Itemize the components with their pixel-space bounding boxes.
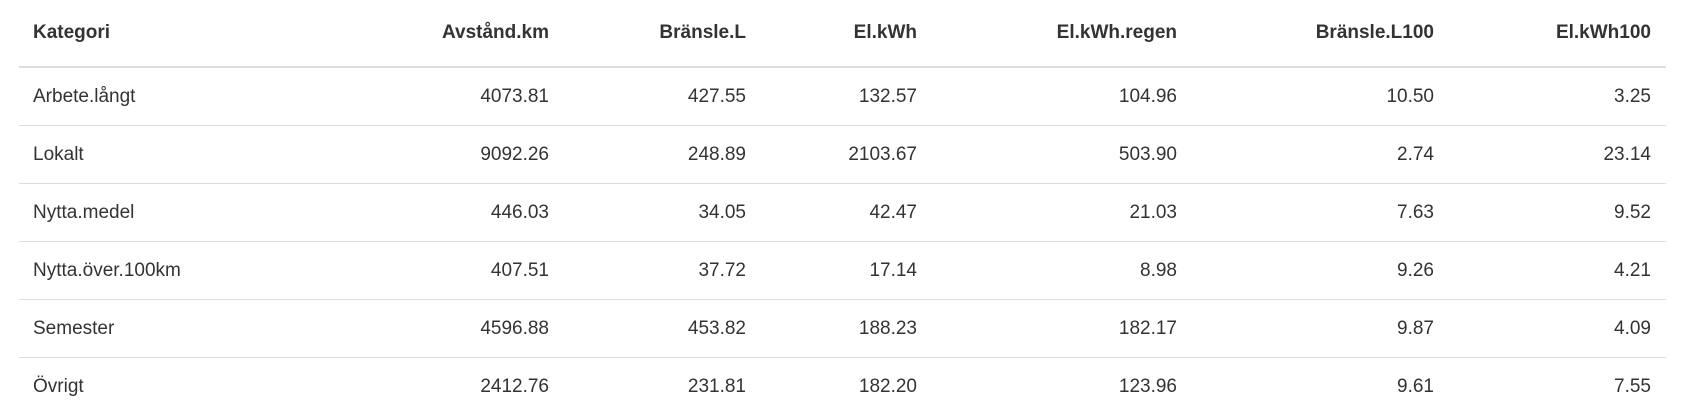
cell: 4596.88 xyxy=(350,299,564,358)
cell: 21.03 xyxy=(932,183,1192,242)
column-header: El.kWh100 xyxy=(1449,0,1666,68)
cell: 4.09 xyxy=(1449,299,1666,358)
cell: 23.14 xyxy=(1449,125,1666,184)
cell: 4073.81 xyxy=(480,85,549,107)
column-header: El.kWh.regen xyxy=(932,0,1192,68)
cell: 446.03 xyxy=(350,183,564,242)
table-row: Arbete.långt 4073.81 427.55 132.57 104.96 10.… xyxy=(19,67,1666,126)
column-header: Avstånd.km xyxy=(350,0,564,68)
table-row: Nytta.över.100km 407.51 37.72 17.14 8.98 9.26… xyxy=(19,241,1666,300)
column-header: Bränsle.L xyxy=(564,0,761,68)
cell: 4.21 xyxy=(1449,241,1666,300)
cell: 34.05 xyxy=(564,183,761,242)
cell: 37.72 xyxy=(564,241,761,300)
column-header: Kategori xyxy=(19,0,350,68)
cell: 2103.67 xyxy=(761,125,932,184)
cell: 248.89 xyxy=(564,125,761,184)
table-row: Semester 4596.88 453.82 188.23 182.17 9.87 4.0… xyxy=(19,299,1666,358)
table-row: Lokalt 9092.26 248.89 2103.67 503.90 2.74 23.1… xyxy=(19,125,1666,184)
cell: 123.96 xyxy=(932,357,1192,415)
cell: 453.82 xyxy=(564,299,761,358)
cell: 42.47 xyxy=(761,183,932,242)
cell: 7.55 xyxy=(1449,357,1666,415)
cell: 188.23 xyxy=(761,299,932,358)
cell: 8.98 xyxy=(932,241,1192,300)
cell: 231.81 xyxy=(564,357,761,415)
cell: 2.74 xyxy=(1192,125,1449,184)
column-header: El.kWh xyxy=(761,0,932,68)
cell: 9092.26 xyxy=(350,125,564,184)
cell: 9.87 xyxy=(1192,299,1449,358)
cell: 9.26 xyxy=(1192,241,1449,300)
data-table: Kategori Avstånd.km Bränsle.L El.kWh El.kWh.… xyxy=(19,0,1666,415)
row-label: Arbete.långt xyxy=(33,85,136,107)
table-header: Kategori Avstånd.km Bränsle.L El.kWh El.kWh.… xyxy=(19,0,1666,68)
cell: 9.52 xyxy=(1449,183,1666,242)
row-label: Lokalt xyxy=(19,125,350,184)
cell: 10.50 xyxy=(1386,85,1434,107)
cell: 427.55 xyxy=(687,85,746,107)
cell: 2412.76 xyxy=(350,357,564,415)
table-row: Övrigt 2412.76 231.81 182.20 123.96 9.61 7.55 xyxy=(19,357,1666,415)
cell: 7.63 xyxy=(1192,183,1449,242)
cell: 17.14 xyxy=(761,241,932,300)
row-label: Semester xyxy=(19,299,350,358)
cell: 182.20 xyxy=(761,357,932,415)
column-header: Bränsle.L100 xyxy=(1192,0,1449,68)
header-row: Kategori Avstånd.km Bränsle.L El.kWh El.kWh.… xyxy=(19,0,1666,68)
cell: 407.51 xyxy=(350,241,564,300)
cell: 3.25 xyxy=(1614,85,1651,107)
cell: 503.90 xyxy=(932,125,1192,184)
table-body: Arbete.långt 4073.81 427.55 132.57 104.96 10.… xyxy=(19,67,1666,415)
cell: 9.61 xyxy=(1192,357,1449,415)
cell: 182.17 xyxy=(932,299,1192,358)
table-row: Nytta.medel 446.03 34.05 42.47 21.03 7.63 9.52 xyxy=(19,183,1666,242)
row-label: Övrigt xyxy=(19,357,350,415)
cell: 132.57 xyxy=(858,85,917,107)
cell: 104.96 xyxy=(1118,85,1177,107)
row-label: Nytta.medel xyxy=(19,183,350,242)
row-label: Nytta.över.100km xyxy=(19,241,350,300)
